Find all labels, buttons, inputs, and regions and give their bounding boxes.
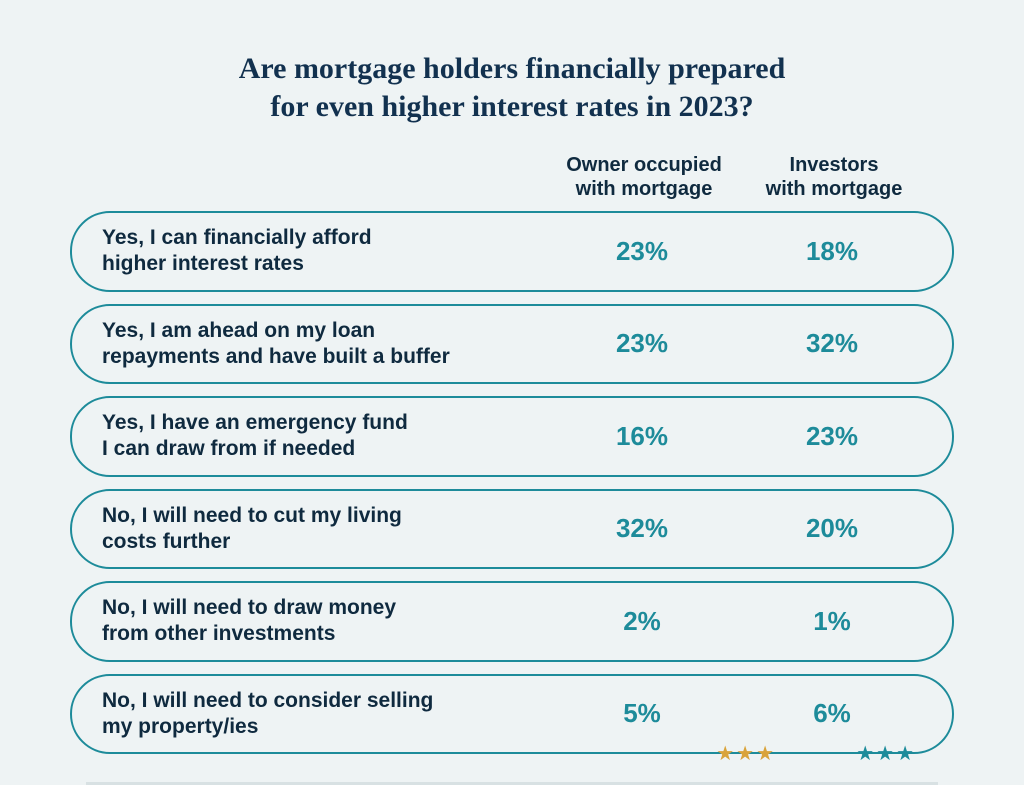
star-group-blue: ★ ★ ★ [856,744,914,764]
owner-value: 16% [542,421,742,452]
title-line-2: for even higher interest rates in 2023? [270,90,753,123]
table-row: Yes, I have an emergency fund I can draw … [70,396,954,477]
row-label-line1: Yes, I can financially afford [102,226,372,249]
column-header-owner: Owner occupied with mortgage [544,153,744,201]
page-title: Are mortgage holders financially prepare… [70,50,954,125]
row-label-line2: from other investments [102,622,335,645]
table-row: No, I will need to cut my living costs fu… [70,489,954,570]
star-icon: ★ [856,744,874,764]
star-icon: ★ [756,744,774,764]
table-row: Yes, I can financially afford higher inte… [70,211,954,292]
investor-value: 1% [742,606,922,637]
row-label-line1: No, I will need to draw money [102,596,396,619]
row-label: Yes, I am ahead on my loan repayments and… [102,318,542,371]
owner-value: 23% [542,328,742,359]
star-group-gold: ★ ★ ★ [716,744,774,764]
row-label-line1: Yes, I am ahead on my loan [102,319,375,342]
data-rows: Yes, I can financially afford higher inte… [70,211,954,754]
row-label-line1: No, I will need to consider selling [102,689,433,712]
investor-value: 18% [742,236,922,267]
row-label: Yes, I can financially afford higher inte… [102,225,542,278]
row-label: No, I will need to draw money from other … [102,595,542,648]
owner-value: 23% [542,236,742,267]
table-row: No, I will need to draw money from other … [70,581,954,662]
table-row: Yes, I am ahead on my loan repayments and… [70,304,954,385]
row-label-line2: I can draw from if needed [102,437,355,460]
col2-line2: with mortgage [766,178,903,200]
row-label-line2: my property/ies [102,715,258,738]
star-icon: ★ [736,744,754,764]
row-label-line1: No, I will need to cut my living [102,504,402,527]
investor-value: 23% [742,421,922,452]
row-label: No, I will need to cut my living costs fu… [102,503,542,556]
star-icon: ★ [896,744,914,764]
infographic-canvas: Are mortgage holders financially prepare… [0,0,1024,768]
table-row: No, I will need to consider selling my pr… [70,674,954,755]
row-label: Yes, I have an emergency fund I can draw … [102,410,542,463]
star-icon: ★ [876,744,894,764]
column-headers: Owner occupied with mortgage Investors w… [70,153,954,211]
row-label-line1: Yes, I have an emergency fund [102,411,408,434]
row-label-line2: higher interest rates [102,252,304,275]
title-line-1: Are mortgage holders financially prepare… [239,52,786,85]
owner-value: 2% [542,606,742,637]
owner-value: 32% [542,513,742,544]
column-header-investor: Investors with mortgage [744,153,924,201]
col1-line2: with mortgage [576,178,713,200]
star-icon: ★ [716,744,734,764]
investor-value: 6% [742,698,922,729]
row-label-line2: repayments and have built a buffer [102,345,450,368]
investor-value: 20% [742,513,922,544]
owner-value: 5% [542,698,742,729]
col1-line1: Owner occupied [566,154,722,176]
row-label-line2: costs further [102,530,230,553]
row-label: No, I will need to consider selling my pr… [102,688,542,741]
investor-value: 32% [742,328,922,359]
col2-line1: Investors [790,154,879,176]
